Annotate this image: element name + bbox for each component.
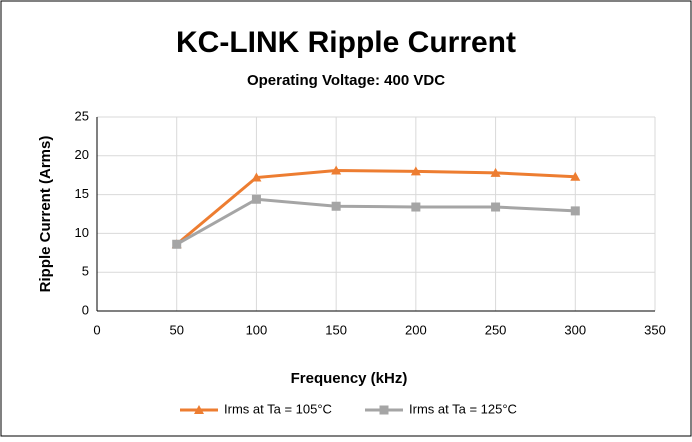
y-tick-label: 15 bbox=[75, 186, 89, 201]
y-tick-label: 20 bbox=[75, 147, 89, 162]
marker bbox=[490, 167, 501, 177]
x-tick-label: 150 bbox=[325, 322, 347, 337]
x-tick-label: 300 bbox=[564, 322, 586, 337]
x-tick-label: 200 bbox=[405, 322, 427, 337]
x-tick-label: 250 bbox=[485, 322, 507, 337]
x-tick-label: 350 bbox=[644, 322, 666, 337]
x-tick-label: 100 bbox=[246, 322, 268, 337]
legend-label: Irms at Ta = 105°C bbox=[224, 401, 332, 416]
x-axis-label: Frequency (kHz) bbox=[291, 370, 408, 387]
marker bbox=[570, 171, 581, 181]
chart-subtitle: Operating Voltage: 400 VDC bbox=[247, 72, 445, 89]
marker bbox=[379, 405, 389, 415]
marker bbox=[251, 172, 262, 182]
marker bbox=[411, 202, 421, 212]
marker bbox=[491, 202, 501, 212]
x-tick-label: 0 bbox=[93, 322, 100, 337]
series-line bbox=[175, 197, 576, 246]
marker bbox=[251, 194, 261, 204]
series-line bbox=[175, 169, 576, 246]
marker bbox=[410, 166, 421, 176]
marker bbox=[172, 239, 182, 249]
y-tick-label: 0 bbox=[82, 302, 89, 317]
marker bbox=[194, 405, 204, 414]
y-tick-label: 5 bbox=[82, 264, 89, 279]
y-tick-label: 25 bbox=[75, 108, 89, 123]
y-axis-label: Ripple Current (Arms) bbox=[37, 136, 54, 293]
chart-title: KC-LINK Ripple Current bbox=[176, 26, 516, 59]
x-tick-label: 50 bbox=[169, 322, 183, 337]
marker bbox=[570, 206, 580, 216]
marker bbox=[331, 165, 342, 175]
y-tick-label: 10 bbox=[75, 225, 89, 240]
legend-label: Irms at Ta = 125°C bbox=[409, 401, 517, 416]
marker bbox=[331, 201, 341, 211]
